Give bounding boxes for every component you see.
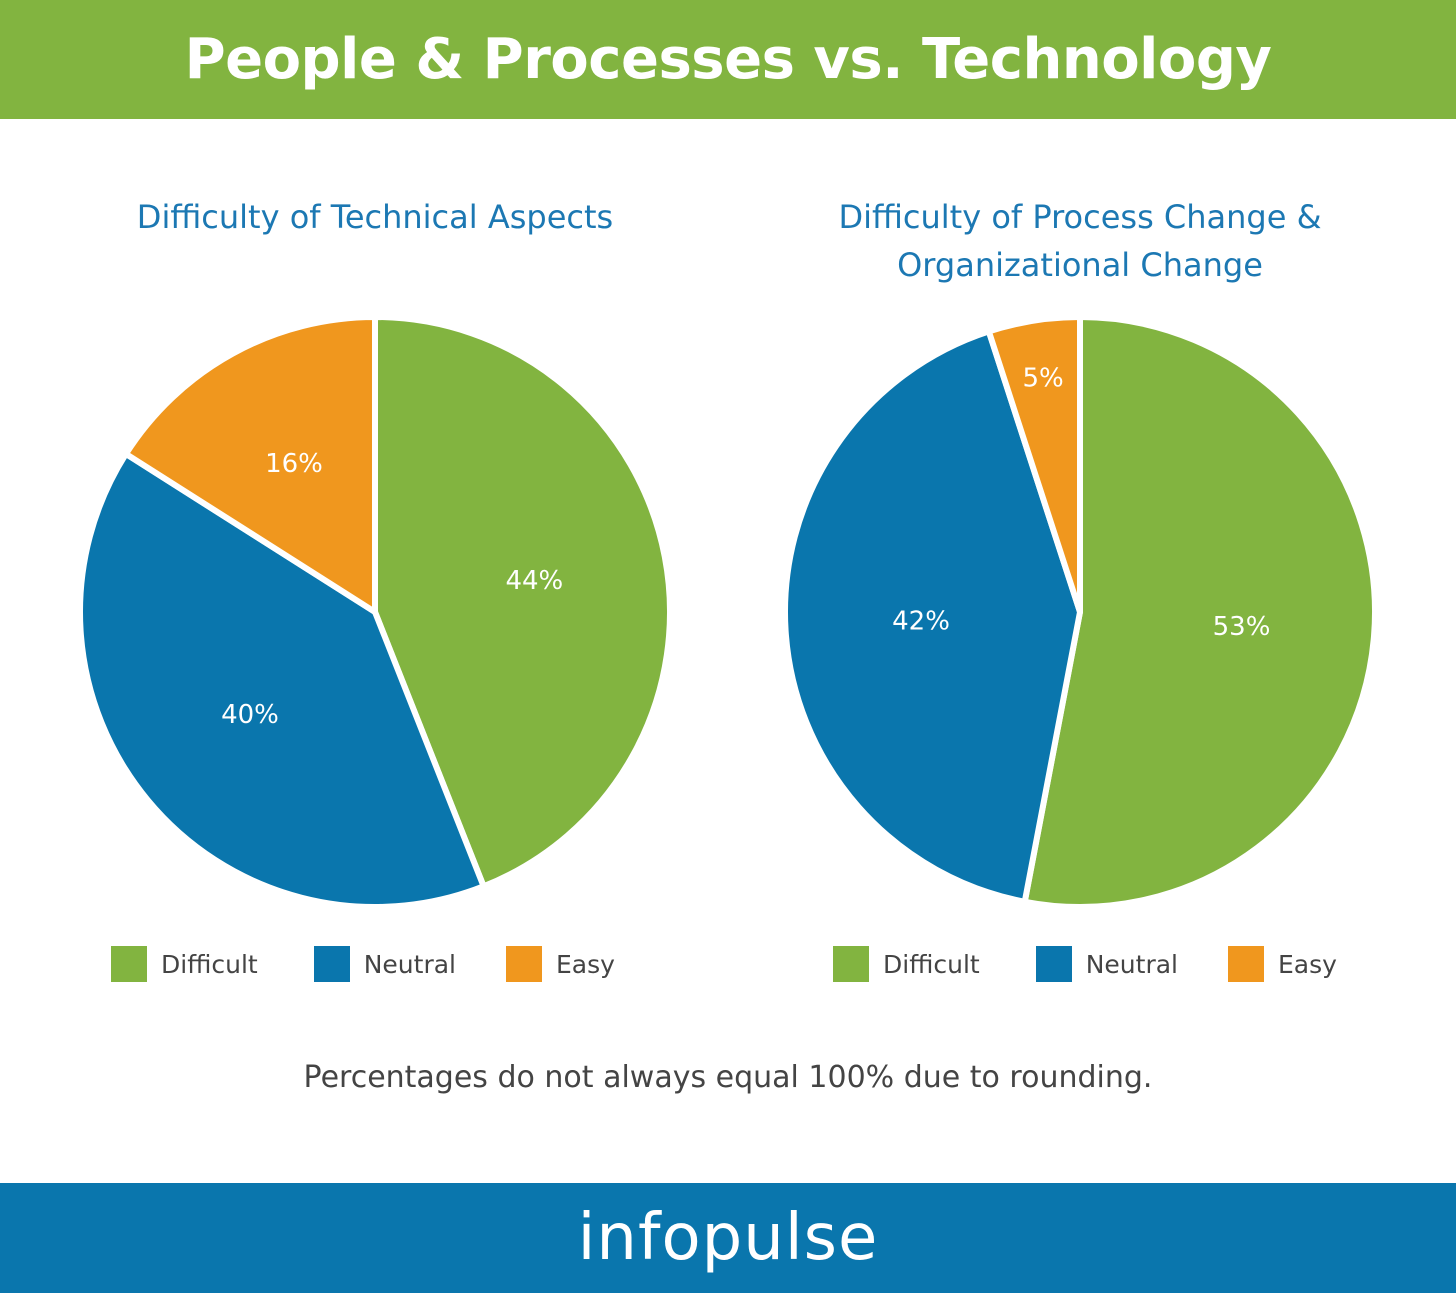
legend-item-difficult: Difficult: [111, 946, 258, 982]
page-title: People & Processes vs. Technology: [184, 27, 1272, 92]
legend-technical: Difficult Neutral Easy: [111, 946, 615, 982]
legend-swatch: [313, 946, 350, 982]
legend-process: Difficult Neutral Easy: [833, 946, 1337, 982]
legend-swatch: [506, 946, 542, 982]
pie-chart-process: 53% 42% 5%: [782, 314, 1378, 910]
chart-title-line: Difficulty of Technical Aspects: [136, 198, 614, 236]
legend-item-easy: Easy: [506, 946, 615, 982]
slice-label-easy: 5%: [1022, 363, 1063, 393]
pie-slice-neutral: [782, 328, 1083, 905]
header-banner: People & Processes vs. Technology: [0, 0, 1456, 119]
chart-title-line: Difficulty of Process Change &: [838, 198, 1322, 236]
legend-label: Difficult: [161, 949, 258, 979]
chart-title-process: Difficulty of Process Change & Organizat…: [780, 193, 1380, 289]
legend-item-neutral: Neutral: [1035, 946, 1178, 982]
pie-chart-technical: 44% 40% 16%: [77, 314, 673, 910]
pie-slice-neutral: [77, 450, 487, 910]
legend-item-neutral: Neutral: [313, 946, 456, 982]
chart-title-line: Organizational Change: [897, 246, 1263, 284]
legend-label: Easy: [556, 949, 615, 979]
slice-label-difficult: 44%: [505, 566, 563, 596]
pie-slice-difficult: [1021, 314, 1378, 910]
legend-swatch: [833, 946, 869, 982]
slice-label-neutral: 40%: [221, 700, 279, 730]
slice-label-easy: 16%: [265, 449, 323, 479]
legend-label: Neutral: [1085, 949, 1178, 979]
infopulse-logo: infopulse: [577, 1201, 879, 1275]
legend-swatch: [1035, 946, 1072, 982]
slice-label-neutral: 42%: [892, 607, 950, 637]
chart-title-technical: Difficulty of Technical Aspects: [75, 193, 675, 241]
legend-swatch: [111, 946, 147, 982]
legend-item-difficult: Difficult: [833, 946, 980, 982]
pie-slice-easy: [985, 314, 1083, 615]
legend-label: Easy: [1278, 949, 1337, 979]
legend-label: Difficult: [883, 949, 980, 979]
footnote: Percentages do not always equal 100% due…: [303, 1060, 1153, 1095]
footer-banner: infopulse: [0, 1183, 1456, 1293]
pie-slice-difficult: [372, 314, 673, 890]
legend-swatch: [1228, 946, 1264, 982]
slice-label-difficult: 53%: [1213, 612, 1271, 642]
legend-item-easy: Easy: [1228, 946, 1337, 982]
pie-slice-easy: [122, 314, 378, 615]
legend-label: Neutral: [363, 949, 456, 979]
